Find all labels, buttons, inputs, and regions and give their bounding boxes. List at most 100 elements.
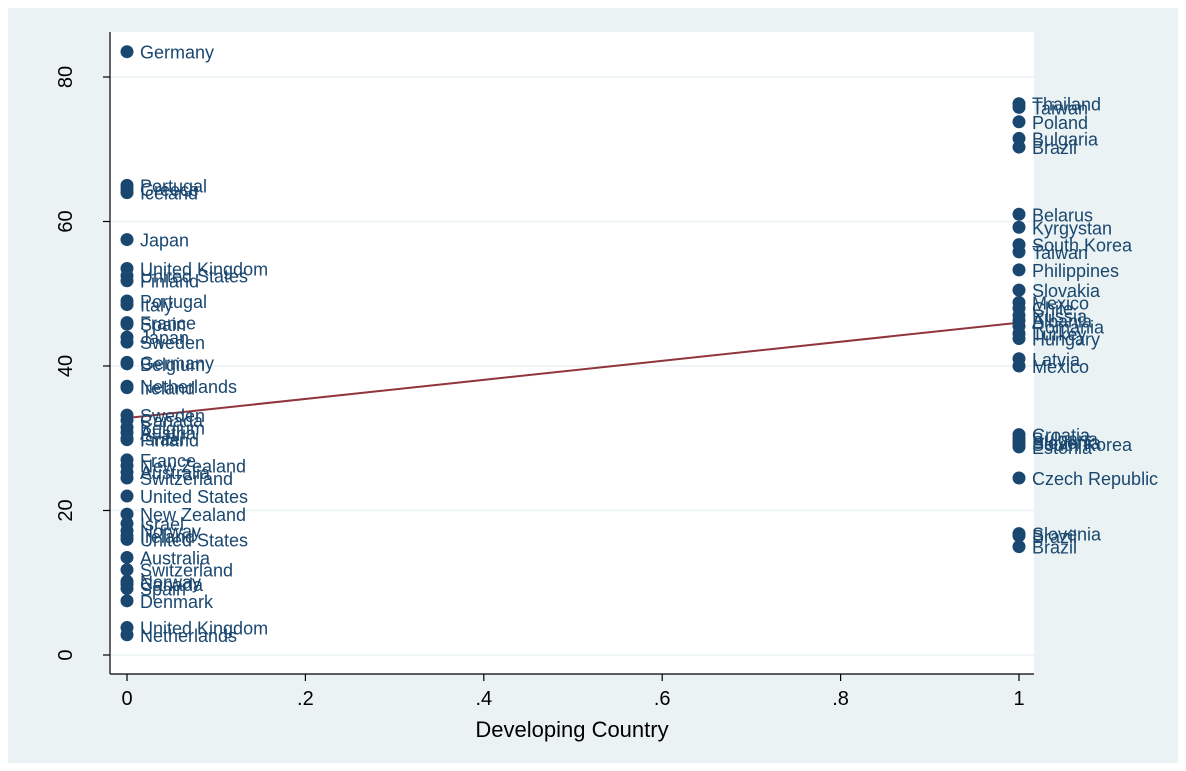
data-point — [120, 628, 134, 642]
fit-line — [126, 321, 1020, 420]
data-point — [1012, 529, 1026, 543]
data-point-label: Turkey — [1032, 324, 1086, 344]
fit-line-group — [126, 321, 1020, 420]
data-point-label: Japan — [140, 231, 189, 251]
data-point-label: Taiwan — [1032, 98, 1088, 118]
data-point-label: Portugal — [140, 292, 207, 312]
data-point-label: Poland — [1032, 113, 1088, 133]
data-point-label: Taiwan — [1032, 243, 1088, 263]
data-point-label: Netherlands — [140, 626, 237, 646]
x-tick-label: .8 — [832, 688, 849, 710]
data-point-label: Belarus — [1032, 205, 1093, 225]
data-point-label: Israel — [140, 515, 184, 535]
data-point-label: Thailand — [1032, 95, 1101, 115]
data-point-label: Estonia — [1032, 438, 1093, 458]
x-tick-label: .2 — [297, 688, 314, 710]
y-tick-label: 40 — [55, 355, 77, 377]
data-point-label: South Korea — [1032, 236, 1133, 256]
y-tick-label: 60 — [55, 210, 77, 232]
data-point-label: Denmark — [140, 592, 214, 612]
data-point-label: Ireland — [140, 379, 195, 399]
data-point — [120, 186, 134, 200]
plot-area — [110, 32, 1034, 674]
data-point — [1012, 207, 1026, 221]
data-point — [120, 563, 134, 577]
data-point — [1012, 115, 1026, 129]
data-point — [1012, 220, 1026, 234]
data-point-label: Slovakia — [1032, 281, 1101, 301]
data-point-label: Finland — [140, 431, 199, 451]
data-point-label: Spain — [140, 580, 186, 600]
data-point-label: Belgium — [140, 418, 205, 438]
x-axis-title: Developing Country — [475, 717, 668, 742]
data-point-label: United States — [140, 267, 248, 287]
axes: 0 .2 .4 .6 .8 1 0 20 40 60 80 — [55, 32, 1034, 710]
data-point — [120, 433, 134, 447]
data-point — [120, 317, 134, 331]
data-point — [120, 298, 134, 312]
x-tick-label: .6 — [654, 688, 671, 710]
data-point-label: Sweden — [140, 406, 205, 426]
data-point — [1012, 140, 1026, 154]
data-point — [1012, 283, 1026, 297]
data-point — [120, 233, 134, 247]
data-point-label: Switzerland — [140, 561, 233, 581]
data-point-label: France — [140, 451, 196, 471]
data-point-label: Romania — [1032, 317, 1105, 337]
data-point-label: Latvia — [1032, 350, 1081, 370]
data-point-label: Finland — [140, 272, 199, 292]
data-point-label: Brazil — [1032, 527, 1077, 547]
data-point — [120, 507, 134, 521]
data-point-label: Switzerland — [140, 469, 233, 489]
data-point-label: United States — [140, 487, 248, 507]
data-point-label: Japan — [140, 328, 189, 348]
data-point-label: Chile — [1032, 299, 1073, 319]
y-tick-label: 20 — [55, 499, 77, 521]
data-point-label: United Kingdom — [140, 259, 268, 279]
data-point-label: Israel — [140, 429, 184, 449]
data-point-label: Australia — [140, 548, 211, 568]
data-point — [1012, 263, 1026, 277]
data-point — [1012, 440, 1026, 454]
data-point — [120, 357, 134, 371]
x-tick-label: .4 — [475, 688, 492, 710]
data-point-label: Albania — [1032, 311, 1093, 331]
data-point — [120, 550, 134, 564]
data-point — [120, 335, 134, 349]
data-point-label: Canada — [140, 575, 204, 595]
data-point-label: Belgium — [140, 355, 205, 375]
data-point-label: Italy — [140, 296, 173, 316]
data-point-label: Netherlands — [140, 377, 237, 397]
data-point — [120, 274, 134, 288]
data-points: GermanyPortugalGreeceIcelandJapanUnited … — [120, 43, 1158, 646]
data-point — [1012, 471, 1026, 485]
data-point-label: Bulgaria — [1032, 429, 1099, 449]
data-point-label: Mexico — [1032, 293, 1089, 313]
data-point — [1012, 359, 1026, 373]
data-point-label: Greece — [140, 180, 199, 200]
data-point-label: Norway — [140, 522, 201, 542]
x-tick-label: 0 — [121, 688, 132, 710]
data-point-label: Kyrgystan — [1032, 218, 1112, 238]
data-point-label: Austria — [140, 423, 197, 443]
data-point-label: Sweden — [140, 333, 205, 353]
data-point — [120, 381, 134, 395]
data-point-label: Hungary — [1032, 330, 1100, 350]
gridlines — [110, 76, 1034, 656]
data-point-label: Bulgaria — [1032, 129, 1099, 149]
data-point — [120, 45, 134, 59]
data-point-label: Germany — [140, 353, 214, 373]
data-point — [1012, 245, 1026, 259]
data-point-label: Ireland — [140, 527, 195, 547]
data-point — [120, 582, 134, 596]
data-point-label: Spain — [140, 315, 186, 335]
data-point-label: Slovenia — [1032, 433, 1102, 453]
data-point-label: Croatia — [1032, 426, 1091, 446]
y-tick-label: 80 — [55, 66, 77, 88]
data-point-label: Norway — [140, 572, 201, 592]
data-point-label: Mexico — [1032, 357, 1089, 377]
data-point-label: Portugal — [140, 176, 207, 196]
data-point-label: South Korea — [1032, 435, 1133, 455]
data-point-label: Slovenia — [1032, 525, 1102, 545]
data-point-label: United Kingdom — [140, 619, 268, 639]
